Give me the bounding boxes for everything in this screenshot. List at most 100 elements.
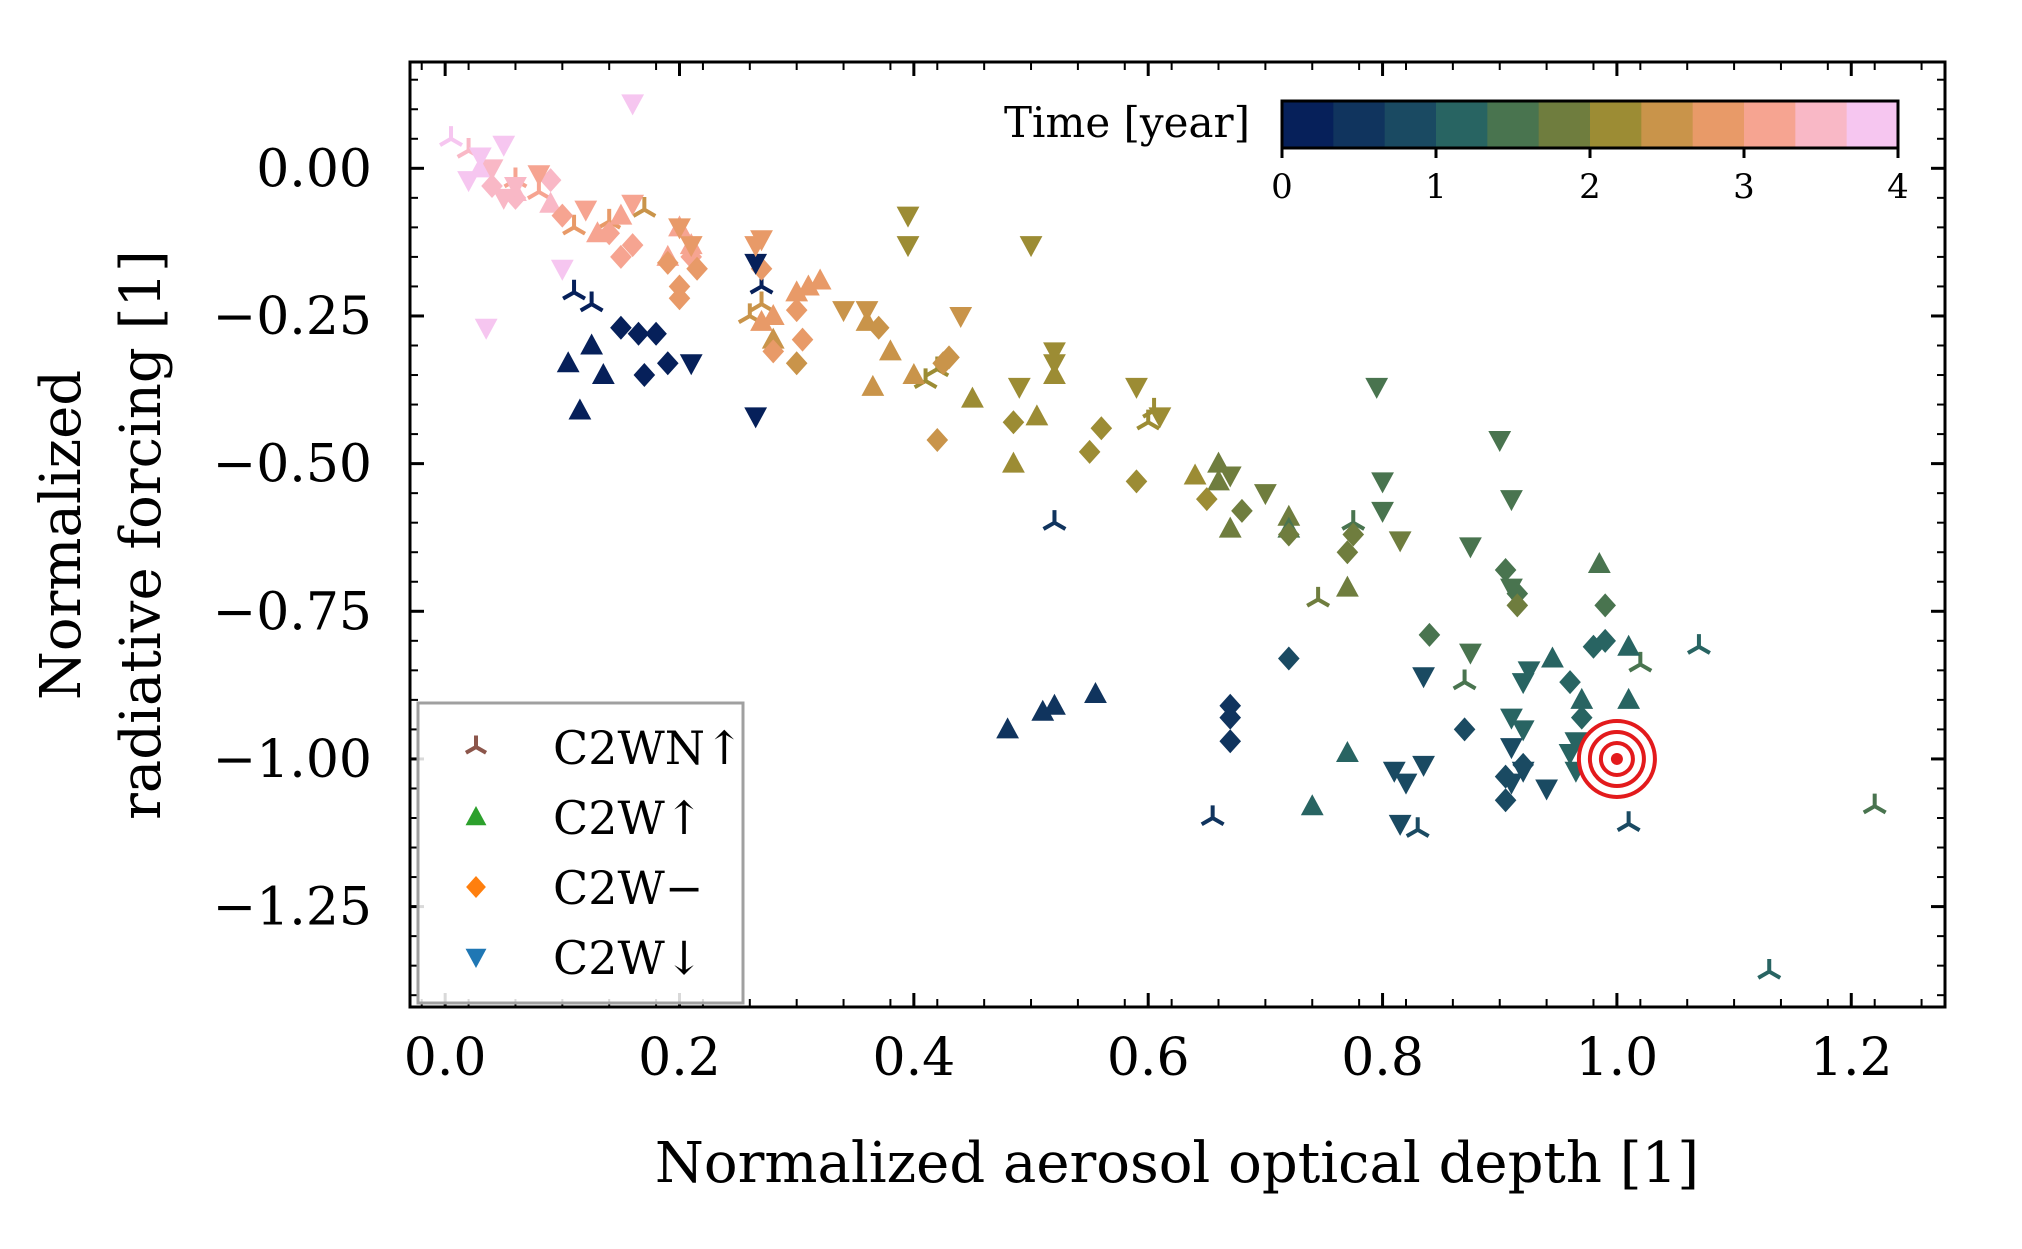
data-point-3-39 [855,301,879,323]
data-point-1-11 [1541,646,1564,668]
data-point-3-13 [1511,720,1535,742]
data-point-3-28 [1253,484,1277,506]
colorbar-label: Time [year] [1004,98,1250,147]
x-tick-label: 0.2 [638,1028,721,1088]
data-point-2-4 [656,351,679,376]
data-point-2-18 [1418,622,1441,647]
data-point-1-12 [1617,687,1641,709]
x-tick-label: 1.2 [1810,1028,1893,1088]
reference-marker [1576,718,1657,799]
data-point-3-3 [1412,667,1435,689]
data-point-2-37 [785,351,808,376]
data-point-3-51 [457,171,480,193]
data-point-1-1 [580,333,604,355]
data-point-2-25 [1278,522,1300,547]
data-point-2-31 [926,428,949,452]
data-point-2-38 [762,339,785,364]
data-point-2-43 [686,256,708,281]
data-point-3-4 [1382,761,1406,783]
data-point-3-52 [468,147,492,169]
colorbar-ticks: 0 1 2 3 4 [1271,148,1909,207]
data-point-2-48 [551,203,574,228]
data-point-2-47 [598,221,620,246]
legend-marker [465,806,487,826]
data-point-1-24 [1025,404,1049,426]
x-axis-label: Normalized aerosol optical depth [1] [655,1131,1699,1196]
data-point-2-44 [656,250,679,275]
colorbar-segment [1641,101,1694,148]
data-point-2-46 [621,233,644,258]
data-point-3-44 [668,218,691,240]
data-point-3-31 [1148,407,1172,429]
data-point-2-34 [867,315,890,340]
legend-item: C2W↑ [465,791,703,845]
data-point-2-22 [1336,540,1359,565]
data-point-3-27 [1388,531,1412,553]
data-point-3-42 [744,236,768,258]
data-point-2-27 [1125,469,1148,494]
data-point-3-29 [1218,466,1242,488]
y-tick-label: 0.00 [256,139,372,199]
legend-marker [464,735,488,755]
legend-label: C2W− [553,861,703,915]
legend-marker [466,876,486,898]
data-points [439,94,1887,980]
data-point-2-51 [481,174,503,199]
data-point-3-17 [1558,744,1582,766]
data-point-0-11 [1452,669,1477,691]
data-point-2-28 [1078,439,1101,464]
colorbar-segment [1333,101,1386,148]
data-point-2-30 [1002,410,1025,435]
data-point-0-7 [1686,634,1711,655]
data-point-1-17 [1336,575,1359,597]
legend-label: C2W↓ [553,931,703,985]
data-point-1-41 [539,191,563,213]
legend-item: C2W− [466,861,703,915]
data-point-1-0 [556,351,580,373]
data-point-3-19 [1488,431,1512,452]
data-point-0-3 [1042,510,1067,531]
data-point-1-28 [879,339,902,361]
data-point-1-33 [750,309,773,331]
legend-label: C2W↑ [553,791,703,845]
data-point-3-40 [832,301,855,323]
data-point-3-16 [1564,732,1588,754]
data-point-1-14 [1587,552,1611,574]
x-tick-label: 0.8 [1341,1028,1424,1088]
data-point-3-21 [1500,578,1523,600]
y-tick-label: −0.25 [213,287,372,347]
data-point-3-46 [574,200,598,222]
y-axis-label: Normalized radiative forcing [1] [29,250,174,820]
data-point-3-0 [679,354,703,376]
data-point-0-5 [1405,817,1430,838]
data-point-3-47 [527,165,551,187]
colorbar-segment [1846,101,1899,148]
data-point-3-6 [1412,755,1435,777]
data-point-3-55 [474,318,498,340]
data-point-0-22 [632,197,657,218]
data-point-1-26 [902,363,926,385]
data-point-3-43 [679,236,703,258]
x-tick-label: 0.6 [1107,1028,1190,1088]
data-point-3-34 [1043,342,1066,364]
data-point-2-24 [1231,498,1253,523]
data-point-3-35 [1019,236,1043,258]
data-point-3-32 [1007,377,1031,399]
data-point-3-36 [896,206,920,228]
legend-item: C2WN↑ [464,721,744,775]
data-point-3-15 [1511,673,1535,695]
data-point-3-37 [896,236,920,258]
data-point-3-48 [504,177,527,199]
y-tick-label: −1.25 [213,878,372,938]
data-point-2-17 [1594,593,1616,618]
data-point-1-32 [808,268,832,290]
data-point-3-14 [1517,661,1541,683]
colorbar-segment [1795,101,1848,148]
data-point-2-1 [627,321,650,346]
data-point-1-31 [796,274,820,296]
data-point-3-20 [1500,490,1523,512]
data-point-2-7 [1219,705,1242,730]
data-point-2-2 [645,321,667,346]
data-point-2-33 [938,345,960,370]
